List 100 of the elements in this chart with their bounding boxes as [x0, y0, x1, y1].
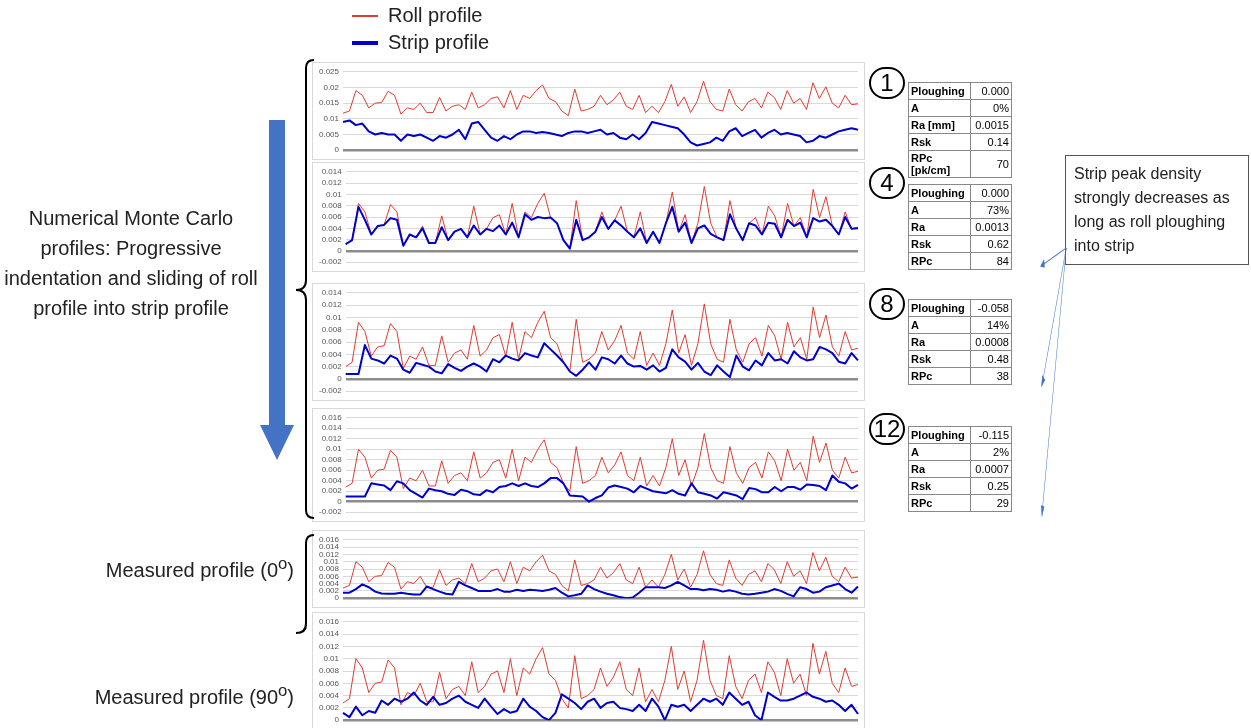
text: Ploughing: [908, 426, 971, 444]
text: 0.000: [970, 82, 1012, 100]
y-tick-label: -0.002: [319, 257, 343, 267]
y-tick-label: 0.016: [318, 617, 340, 626]
text: Rsk: [908, 133, 971, 151]
y-tick-label: 0.006: [321, 337, 343, 347]
y-tick-label: 0.002: [321, 234, 343, 244]
y-tick-label: 0.01: [323, 556, 340, 566]
text: 0.0007: [970, 460, 1012, 478]
y-tick-label: 0.004: [318, 690, 340, 700]
y-tick-label: 0.002: [318, 703, 340, 713]
y-tick-label: 0.01: [326, 444, 343, 454]
text: 0.25: [970, 477, 1012, 495]
text: Numerical Monte Carlo profiles: Progressive indentation and sliding of roll profile into strip profile: [3, 206, 259, 321]
y-tick-label: -0.002: [319, 386, 343, 396]
y-tick-label: 0.01: [326, 312, 343, 322]
text: Ra: [908, 333, 971, 351]
y-tick-label: 0.015: [318, 98, 340, 108]
text: 0.14: [970, 133, 1012, 151]
text: 2%: [970, 443, 1012, 461]
y-tick-label: 0.012: [321, 300, 343, 310]
y-tick-label: 0.008: [321, 454, 343, 464]
text: RPc: [908, 494, 971, 512]
y-tick-label: 0.012: [318, 549, 340, 559]
y-axis-title: Measured profile (0$^{o}$): [104, 554, 294, 582]
y-tick-label: 0.004: [318, 578, 340, 588]
y-tick-label: 0.012: [321, 433, 343, 443]
text: 29: [970, 494, 1012, 512]
text: 0.0008: [970, 333, 1012, 351]
text: Rsk: [908, 477, 971, 495]
text: 38: [970, 367, 1012, 385]
y-tick-label: 0.006: [318, 678, 340, 688]
y-tick-label: 0.008: [321, 324, 343, 334]
y-tick-label: 0.006: [318, 571, 340, 581]
y-tick-label: 0.002: [321, 361, 343, 371]
text: 0.48: [970, 350, 1012, 368]
y-tick-label: 0.012: [318, 641, 340, 651]
y-tick-label: 0.008: [318, 564, 340, 574]
text: RPc: [908, 367, 971, 385]
y-tick-label: 0.004: [321, 349, 343, 359]
text: Rsk: [908, 235, 971, 253]
y-tick-label: 0.014: [321, 288, 343, 297]
y-tick-label: 0.014: [321, 167, 343, 176]
y-tick-label: 0.008: [321, 200, 343, 210]
y-tick-label: 0.002: [321, 486, 343, 496]
y-tick-label: 0.01: [326, 189, 343, 199]
y-tick-label: 0.008: [318, 666, 340, 676]
y-tick-label: 0.012: [321, 178, 343, 188]
y-tick-label: 0.006: [321, 465, 343, 475]
y-tick-label: 0.01: [323, 114, 340, 124]
text: Ra: [908, 218, 971, 236]
text: 70: [970, 150, 1012, 178]
y-tick-label: -0.002: [319, 507, 343, 517]
text: 14%: [970, 316, 1012, 334]
legend-label: Roll profile: [388, 4, 483, 27]
y-tick-label: 0.004: [321, 475, 343, 485]
text: A: [908, 443, 971, 461]
text: 0.0015: [970, 116, 1012, 134]
y-tick-label: 0: [334, 145, 340, 155]
y-tick-label: 0.002: [318, 586, 340, 596]
text: -0.058: [970, 299, 1012, 317]
y-tick-label: 0.016: [318, 535, 340, 544]
text: 8: [869, 288, 905, 320]
text: Ra: [908, 460, 971, 478]
y-tick-label: 0.006: [321, 212, 343, 222]
y-tick-label: 0: [337, 246, 343, 256]
text: A: [908, 99, 971, 117]
text: 0.0013: [970, 218, 1012, 236]
text: A: [908, 316, 971, 334]
text: 0.000: [970, 184, 1012, 202]
y-tick-label: 0.016: [321, 413, 343, 422]
text: Ra [mm]: [908, 116, 971, 134]
text: -0.115: [970, 426, 1012, 444]
y-tick-label: 0.014: [318, 542, 340, 552]
y-axis-title: Measured profile (90$^{o}$): [93, 681, 294, 709]
text: 84: [970, 252, 1012, 270]
text: 0%: [970, 99, 1012, 117]
y-tick-label: 0: [337, 374, 343, 384]
text: Ploughing: [908, 82, 971, 100]
y-tick-label: 0.004: [321, 223, 343, 233]
y-tick-label: 0.01: [323, 653, 340, 663]
text: 73%: [970, 201, 1012, 219]
text: 12: [869, 413, 905, 445]
text: 0.62: [970, 235, 1012, 253]
y-tick-label: 0.014: [321, 423, 343, 433]
y-tick-label: 0: [334, 715, 340, 725]
text: A: [908, 201, 971, 219]
text: Ploughing: [908, 184, 971, 202]
y-tick-label: 0.025: [318, 67, 340, 76]
y-tick-label: 0.005: [318, 129, 340, 139]
y-tick-label: 0: [337, 496, 343, 506]
legend-label: Strip profile: [388, 31, 490, 54]
text: RPc [pk/cm]: [908, 150, 971, 178]
text: 4: [869, 167, 905, 199]
text: Ploughing: [908, 299, 971, 317]
y-tick-label: 0.014: [318, 629, 340, 639]
text: Strip peak density strongly decreases as long as roll ploughing into strip: [1065, 155, 1249, 265]
text: RPc: [908, 252, 971, 270]
y-tick-label: 0: [334, 593, 340, 603]
text: Rsk: [908, 350, 971, 368]
